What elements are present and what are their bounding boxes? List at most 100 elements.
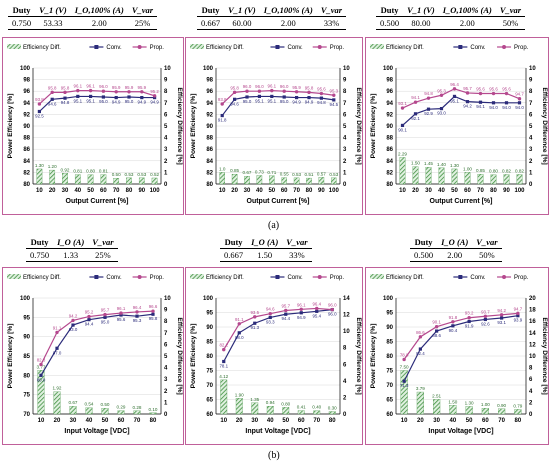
point-conv: [71, 323, 75, 327]
legend-marker-prop: [502, 275, 507, 279]
bar-diff: [138, 177, 145, 185]
point-label-conv: 92.5: [35, 114, 44, 119]
th-vvar: V_var: [476, 237, 498, 247]
point-label-prop: 96.0: [243, 84, 252, 89]
point-prop: [284, 308, 288, 313]
point-conv: [439, 107, 444, 111]
bar-diff: [113, 178, 120, 185]
point-label-conv: 96.0: [328, 312, 337, 317]
point-conv: [237, 331, 241, 335]
y2-tick-label: 0: [529, 182, 533, 188]
point-prop: [114, 90, 118, 94]
point-label-conv: 94.1: [476, 104, 485, 109]
point-prop: [467, 316, 471, 320]
th-io: I_O,100% (A): [263, 5, 313, 15]
y2-tick-label: 8: [343, 89, 347, 95]
y-tick-label: 84: [23, 159, 30, 165]
x-tick-label: 80: [126, 188, 133, 194]
y2-axis-title: Efficiency Difference [%]: [355, 317, 362, 394]
chart-panel-a2: Efficiency Diff. Conv. Prop. 80 82 84 86 88 90 92…: [185, 37, 363, 215]
y-axis-title: Power Efficiency [%]: [7, 94, 14, 159]
point-prop: [434, 325, 439, 329]
x-axis-title: Input Voltage [VDC]: [428, 428, 493, 435]
legend-marker-conv: [94, 45, 99, 49]
y-tick-label: 88: [206, 136, 213, 142]
point-conv: [435, 329, 439, 333]
point-label-prop: 96.0: [328, 303, 337, 308]
point-conv: [426, 107, 431, 111]
point-label-conv: 92.6: [481, 321, 490, 326]
y2-tick-label: 0: [164, 182, 168, 188]
bar-diff: [251, 402, 259, 415]
y-tick-label: 96: [206, 89, 213, 95]
bar-label-diff: 0.53: [292, 172, 301, 177]
point-label-prop: 94.2: [497, 308, 506, 313]
bar-diff: [37, 370, 45, 415]
td-v1: 53.33: [43, 18, 63, 28]
legend-label-prop: Prop.: [514, 45, 529, 51]
bar-label-diff: 7.50: [400, 365, 409, 370]
point-label-prop: 96.1: [117, 306, 126, 311]
bar-diff: [244, 176, 250, 185]
y2-tick-label: 18: [529, 308, 536, 314]
legend-marker-prop: [137, 45, 142, 49]
y-tick-label: 92: [23, 112, 30, 118]
bar-label-diff: 0.50: [112, 172, 121, 177]
y-tick-label: 60: [386, 412, 393, 418]
point-conv: [151, 312, 155, 316]
y2-tick-label: 6: [164, 342, 168, 348]
y2-tick-label: 2: [529, 400, 533, 406]
point-label-prop: 96.6: [149, 304, 158, 309]
point-label-prop: 91.1: [235, 317, 244, 322]
td-vvar: 50%: [502, 18, 519, 28]
th-io: I_O (A): [57, 237, 85, 247]
bar-diff: [328, 411, 336, 415]
point-label-prop: 95.8: [61, 85, 70, 90]
y2-tick-label: 4: [529, 136, 533, 142]
point-conv: [467, 319, 471, 324]
td-duty: 0.667: [201, 18, 221, 28]
point-label-conv: 90.4: [449, 328, 458, 333]
point-conv: [418, 347, 422, 351]
th-vvar: V_var: [499, 5, 522, 15]
y2-tick-label: 5: [343, 124, 347, 130]
point-label-conv: 95.1: [450, 98, 459, 103]
point-prop: [135, 310, 139, 314]
y2-tick-label: 9: [164, 308, 168, 314]
point-conv: [315, 309, 319, 313]
bar-diff: [449, 405, 457, 415]
point-prop: [517, 97, 522, 101]
y2-tick-label: 6: [343, 112, 347, 118]
point-label-conv: 95.0: [243, 99, 252, 104]
y-tick-label: 82: [23, 170, 30, 176]
legend-label-diff: Efficiency Diff.: [386, 275, 424, 281]
point-conv: [270, 94, 274, 99]
point-label-conv: 94.0: [489, 105, 498, 110]
point-conv: [299, 311, 303, 315]
point-label-conv: 94.0: [502, 105, 511, 110]
x-tick-label: 90: [138, 188, 145, 194]
bar-diff: [399, 157, 406, 185]
y-tick-label: 95: [23, 315, 30, 321]
point-prop: [504, 91, 509, 96]
point-label-conv: 91.9: [465, 323, 474, 328]
bar-label-diff: 1.0: [219, 166, 226, 171]
point-prop: [465, 91, 470, 95]
point-prop: [253, 315, 257, 319]
point-prop: [152, 94, 157, 98]
bar-diff: [490, 174, 497, 185]
x-tick-label: 100: [514, 188, 525, 194]
bar-label-diff: 3.79: [416, 386, 425, 391]
legend-label-prop: Prop.: [150, 275, 165, 281]
bar-diff: [313, 410, 321, 415]
td-duty: 0.667: [224, 250, 244, 260]
point-label-conv: 94.9: [138, 100, 147, 105]
point-conv: [89, 94, 93, 99]
y2-tick-label: 5: [164, 354, 168, 360]
x-tick-label: 80: [490, 188, 497, 194]
point-conv: [282, 95, 286, 99]
point-label-conv: 94.4: [281, 316, 290, 321]
x-tick-label: 90: [503, 188, 510, 194]
point-conv: [253, 321, 257, 325]
x-tick-label: 50: [268, 188, 275, 194]
